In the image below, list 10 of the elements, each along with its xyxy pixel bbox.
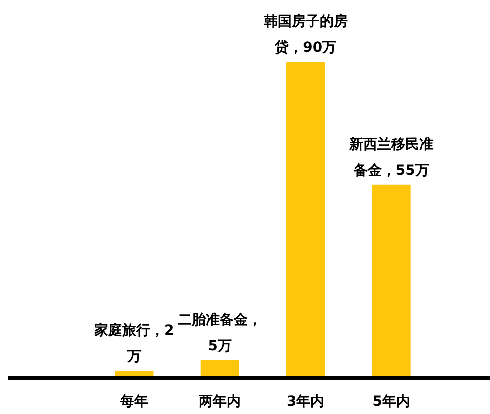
bar [286,62,326,378]
data-label: 家庭旅行，2万 [94,322,174,365]
data-label: 韩国房子的房贷，90万 [262,13,348,56]
x-tick-label: 两年内 [198,394,242,410]
x-tick-label: 5年内 [372,394,410,410]
data-label: 新西兰移民准备金，55万 [348,136,434,179]
x-tick-label: 每年 [119,394,148,410]
bar [372,184,411,378]
data-label: 二胎准备金，5万 [178,312,262,354]
x-tick-label: 3年内 [286,394,325,410]
